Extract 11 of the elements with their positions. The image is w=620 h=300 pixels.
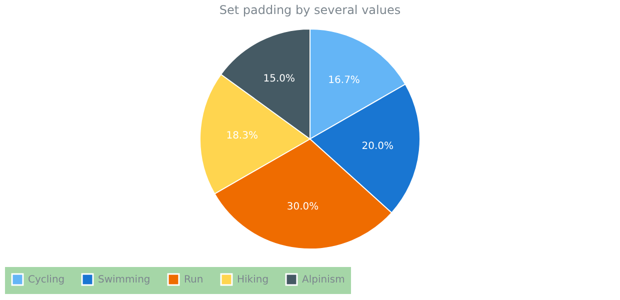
legend-label: Alpinism [302,274,345,286]
data-label: 18.3% [226,130,258,142]
legend-label: Run [184,274,204,286]
chart-title: Set padding by several values [219,3,401,17]
legend-label: Cycling [28,274,65,286]
data-label: 30.0% [286,202,319,213]
data-label: 20.0% [362,141,394,152]
legend-label: Swimming [98,274,150,286]
legend-label: Hiking [237,274,269,286]
data-label: 16.7% [328,75,360,86]
data-label: 15.0% [263,73,296,84]
